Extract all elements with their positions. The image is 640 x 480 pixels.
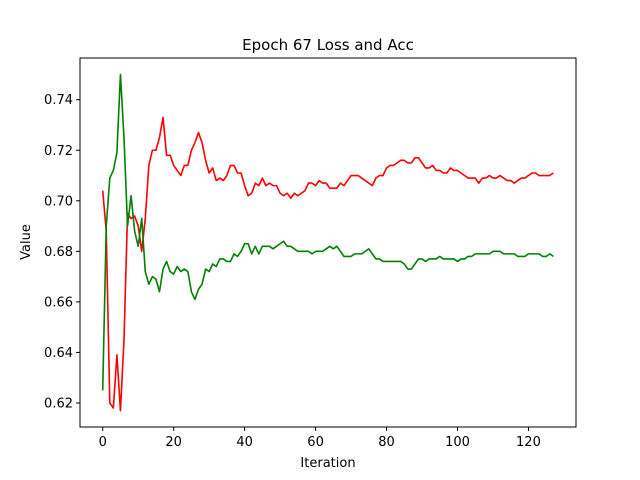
y-tick-label: 0.68: [44, 245, 73, 260]
ticks-layer: 0 20 40 60 80 100 120 0.62 0.64 0.66 0.68 0.70 0.72 0…: [44, 93, 541, 450]
series-layer: [101, 73, 554, 412]
y-tick-label: 0.66: [44, 295, 73, 310]
x-tick-label: 20: [165, 435, 182, 450]
x-tick-label: 60: [307, 435, 324, 450]
chart-title: Epoch 67 Loss and Acc: [242, 36, 414, 54]
y-tick-label: 0.72: [44, 144, 73, 159]
y-axis-title: Value: [19, 224, 34, 260]
series-line-1: [101, 116, 554, 412]
y-tick-label: 0.74: [44, 93, 73, 108]
y-tick-label: 0.64: [44, 346, 73, 361]
x-tick-label: 40: [236, 435, 253, 450]
x-axis-title: Iteration: [300, 456, 355, 471]
series-line-2: [101, 73, 554, 391]
x-tick-label: 100: [445, 435, 470, 450]
y-tick-label: 0.70: [44, 194, 73, 209]
x-tick-label: 80: [378, 435, 395, 450]
x-tick-label: 0: [99, 435, 107, 450]
plot-frame: [79, 57, 577, 428]
y-tick-label: 0.62: [44, 396, 73, 411]
x-tick-label: 120: [516, 435, 541, 450]
